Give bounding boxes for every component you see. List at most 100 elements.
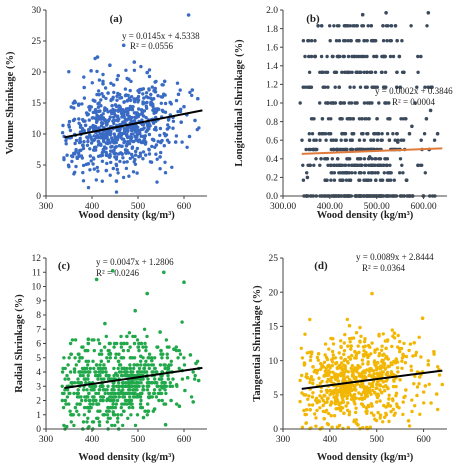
data-point	[144, 345, 148, 349]
data-point	[426, 362, 431, 367]
data-point	[193, 377, 197, 381]
data-point	[402, 70, 406, 75]
data-point	[145, 388, 150, 392]
data-point	[328, 403, 333, 407]
data-point	[149, 356, 154, 360]
data-point	[124, 384, 128, 388]
r-squared-value: R² = 0.0556	[130, 41, 174, 51]
data-point	[82, 140, 86, 144]
data-point	[387, 397, 391, 401]
data-point	[77, 352, 81, 356]
data-point	[322, 374, 326, 378]
data-point	[114, 145, 119, 149]
data-point	[392, 178, 396, 182]
data-point	[346, 425, 350, 430]
y-tick-label: 0.2	[266, 174, 278, 184]
scatter-points-1	[60, 13, 201, 194]
data-point	[103, 345, 107, 349]
data-point	[143, 370, 147, 374]
data-point	[98, 363, 102, 367]
data-point	[316, 24, 320, 28]
trend-line	[64, 366, 203, 389]
data-point	[339, 408, 343, 413]
data-point	[415, 85, 419, 89]
data-point	[317, 131, 322, 136]
data-point	[106, 141, 110, 146]
data-point	[307, 70, 312, 75]
data-point	[386, 386, 390, 391]
data-point	[73, 370, 77, 374]
data-point	[133, 149, 138, 154]
data-point	[113, 134, 117, 139]
data-point	[357, 138, 362, 142]
data-point	[104, 96, 108, 101]
data-point	[82, 85, 86, 90]
data-point	[78, 370, 82, 374]
data-point	[357, 171, 362, 175]
data-point	[109, 149, 113, 153]
data-point	[78, 373, 83, 378]
y-tick-label: 20	[32, 68, 42, 78]
data-point	[74, 363, 79, 367]
data-point	[395, 70, 399, 75]
data-point	[381, 24, 385, 28]
data-point	[124, 373, 129, 378]
data-point	[137, 377, 142, 381]
data-point	[309, 352, 314, 356]
data-point	[70, 338, 75, 342]
data-point	[358, 147, 362, 152]
data-point	[346, 24, 350, 28]
data-point	[65, 373, 69, 378]
data-point	[330, 336, 335, 341]
data-point	[321, 85, 325, 89]
data-point	[351, 117, 356, 121]
data-point	[67, 356, 71, 360]
data-point	[80, 156, 85, 160]
data-point	[67, 70, 71, 74]
data-point	[383, 101, 388, 105]
data-point	[90, 116, 95, 120]
data-point	[110, 269, 115, 273]
data-point	[127, 388, 132, 392]
data-point	[127, 331, 132, 335]
data-point	[362, 70, 366, 75]
data-point	[373, 363, 377, 367]
data-point	[141, 134, 145, 138]
data-point	[71, 101, 76, 105]
data-point	[105, 420, 110, 424]
data-point	[60, 384, 64, 388]
data-point	[371, 369, 376, 373]
data-point	[366, 360, 370, 364]
data-point	[309, 39, 314, 43]
data-point	[116, 416, 120, 420]
data-point	[396, 345, 400, 349]
data-point	[147, 152, 152, 156]
data-point	[165, 352, 169, 356]
data-point	[71, 154, 75, 159]
data-point	[137, 366, 142, 371]
data-point	[76, 377, 80, 381]
y-tick-label: 12	[32, 254, 42, 264]
data-point	[358, 365, 362, 369]
data-point	[327, 411, 331, 416]
data-point	[440, 382, 445, 387]
data-point	[97, 366, 101, 371]
data-point	[111, 410, 115, 414]
chart-panel-4: 300 400 500 600 0 5 10 15 20 25 Wood density (kg/m…	[252, 252, 447, 463]
data-point	[106, 138, 110, 143]
data-point	[307, 132, 311, 136]
data-point	[349, 147, 353, 152]
data-point	[132, 363, 136, 367]
data-point	[352, 418, 357, 422]
data-point	[371, 171, 375, 175]
data-point	[310, 132, 315, 136]
data-point	[298, 399, 302, 404]
data-point	[154, 79, 158, 84]
data-point	[411, 354, 415, 358]
data-point	[174, 383, 179, 387]
data-point	[180, 140, 184, 144]
data-point	[109, 145, 113, 149]
data-point	[306, 397, 310, 401]
data-point	[398, 171, 402, 175]
data-point	[89, 105, 94, 109]
